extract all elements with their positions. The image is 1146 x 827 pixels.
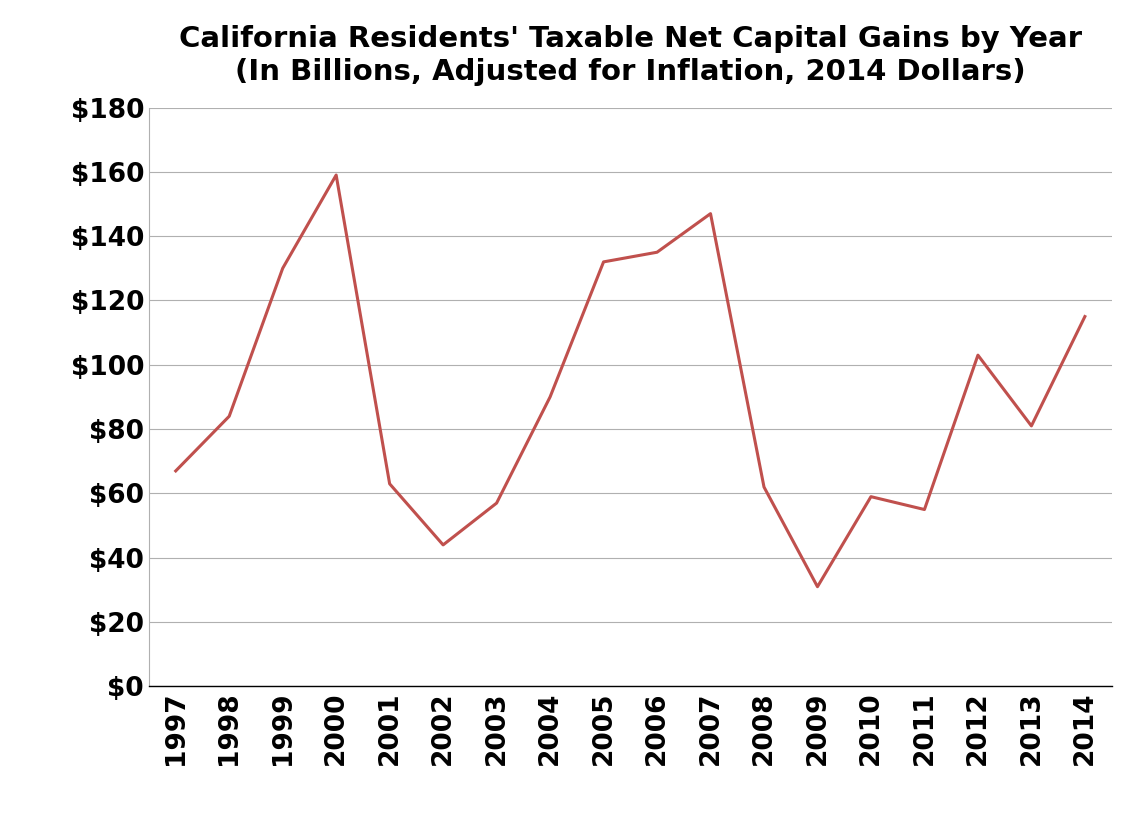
- Title: California Residents' Taxable Net Capital Gains by Year
(In Billions, Adjusted f: California Residents' Taxable Net Capita…: [179, 26, 1082, 86]
